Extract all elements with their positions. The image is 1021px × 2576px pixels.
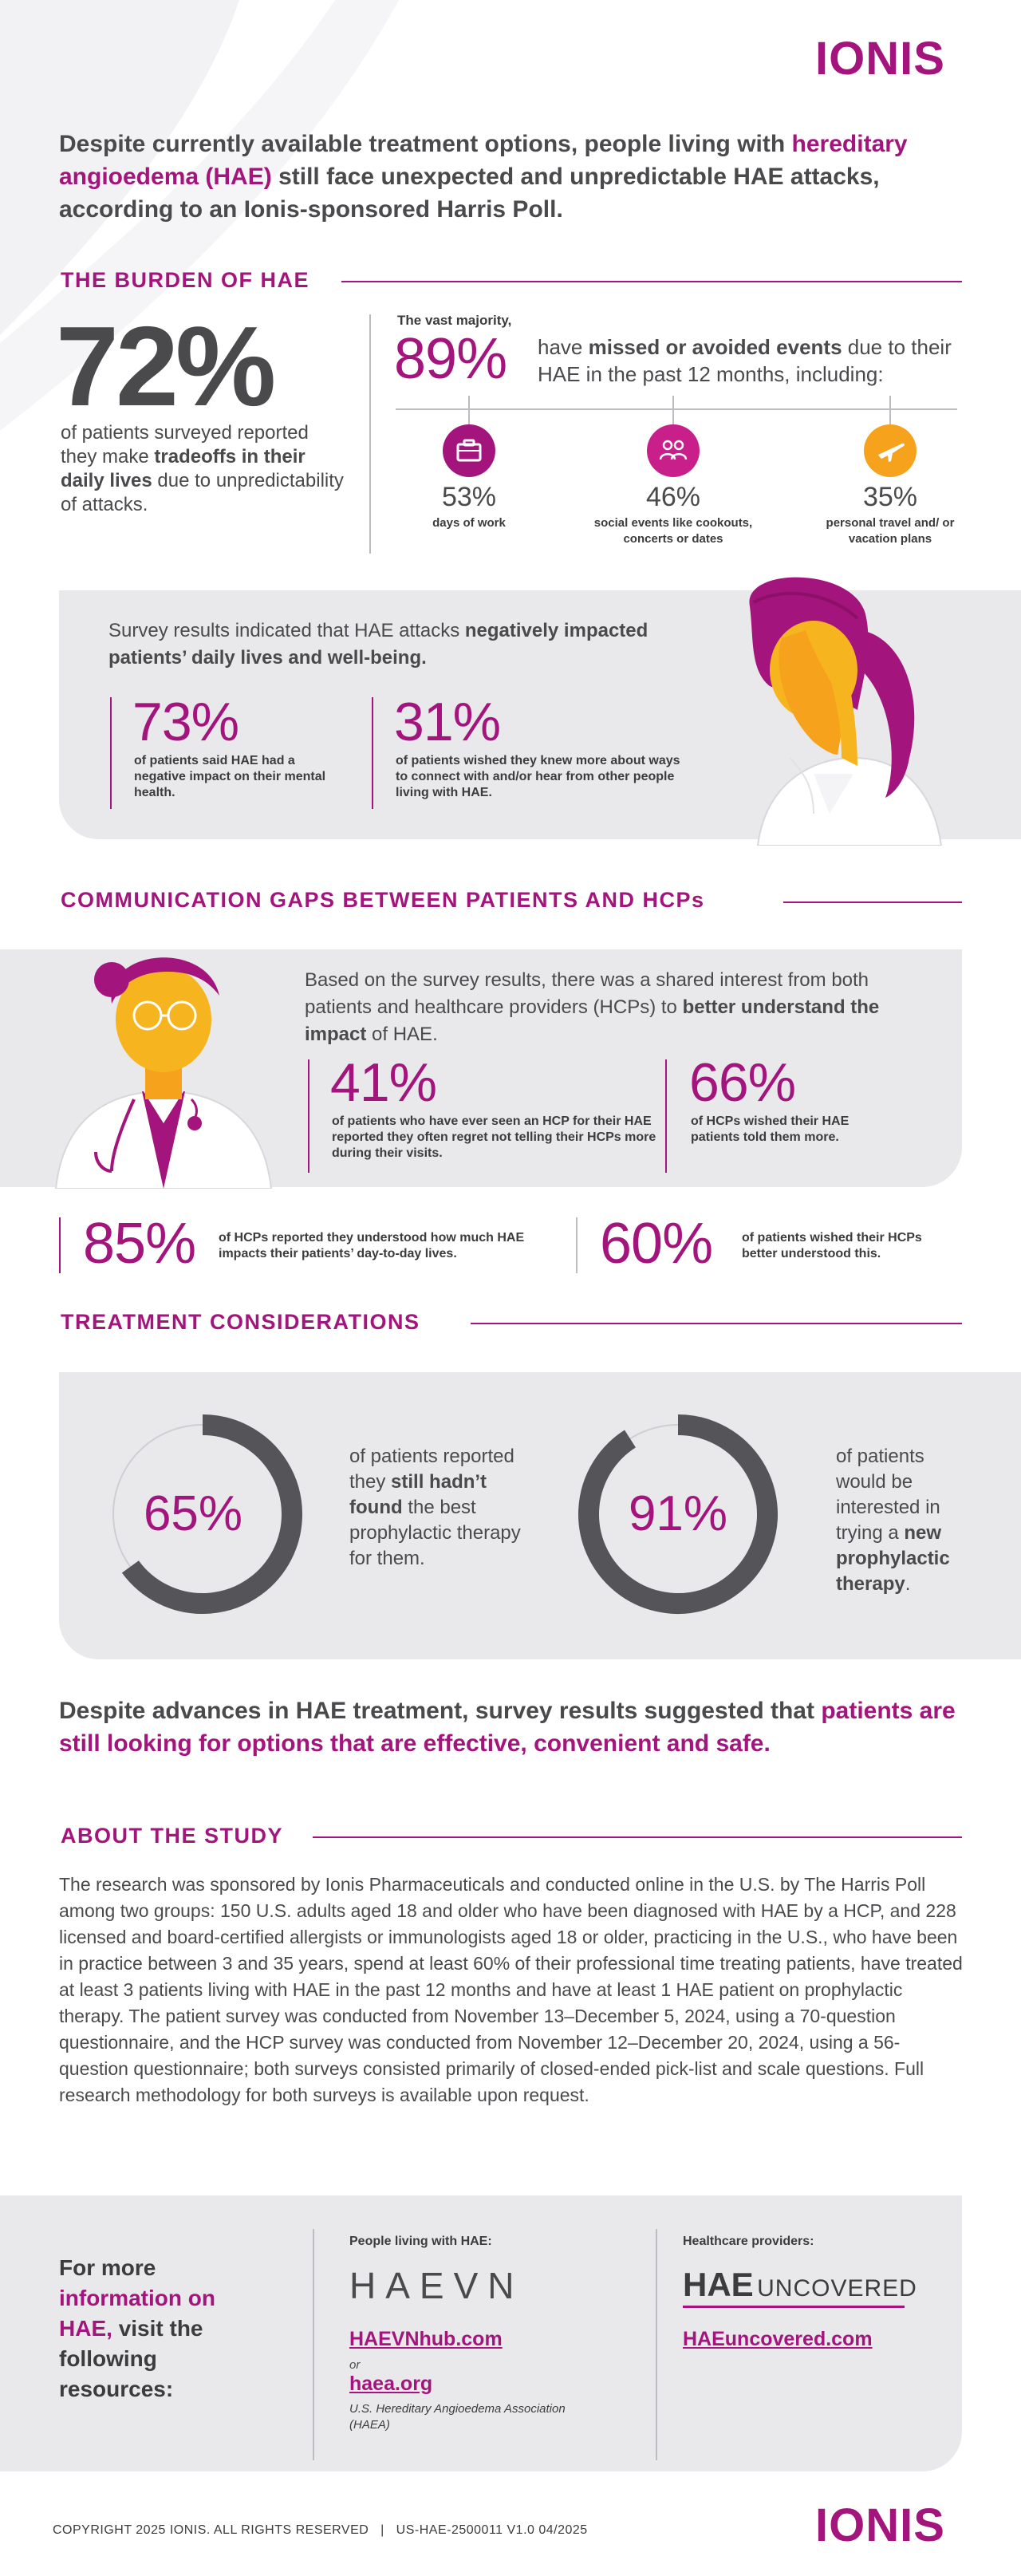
briefcase-icon <box>443 424 495 477</box>
hcp-resources-label: Healthcare providers: <box>683 2235 814 2248</box>
donut-65-text: of patients reported they still hadn’t f… <box>349 1446 521 1569</box>
event-work-label: days of work <box>432 516 506 530</box>
or-text: or <box>349 2358 361 2372</box>
doctor-illustration <box>54 957 273 1189</box>
stat-60-rule <box>576 1217 578 1273</box>
ionis-logo-bottom: IONIS <box>815 2499 945 2551</box>
communication-section-title: COMMUNICATION GAPS BETWEEN PATIENTS AND … <box>61 888 705 912</box>
stat-41-value: 41% <box>330 1052 437 1113</box>
events-connector <box>396 408 957 410</box>
stat-72-value: 72% <box>56 303 276 430</box>
resources-lead: For more information on HAE, visit the f… <box>59 2255 215 2401</box>
connector-tick-1 <box>468 396 470 424</box>
donut-65: 65% <box>112 1414 302 1614</box>
intro-highlight: hereditary angioedema (HAE) <box>59 131 908 190</box>
intro-statement: Despite currently available treatment op… <box>59 128 984 226</box>
stat-31-rule <box>372 697 373 809</box>
hae-uncovered-logo: HAE UNCOVERED <box>683 2266 917 2308</box>
donut-91-text: of patients would be interested in tryin… <box>836 1446 950 1595</box>
intro-text: Despite currently available treatment op… <box>59 131 786 157</box>
event-travel-value: 35% <box>862 482 918 512</box>
stat-60-label: of patients wished their HCPs better und… <box>742 1231 922 1260</box>
burden-title-rule <box>341 281 962 282</box>
donut-65-value: 65% <box>144 1486 242 1541</box>
event-social-label: social events like cookouts, concerts or… <box>593 516 753 546</box>
stat-85-value: 85% <box>83 1212 196 1276</box>
treatment-title-rule <box>471 1323 962 1324</box>
stat-31-value: 31% <box>394 692 501 752</box>
woman-illustration <box>749 577 943 846</box>
donut-91-arc <box>578 1414 778 1614</box>
stat-41-rule <box>308 1059 309 1173</box>
haevn-logo: HAEVN <box>349 2265 524 2306</box>
stat-85-rule <box>59 1217 61 1273</box>
stat-66-label: of HCPs wished their HAE patients told t… <box>691 1114 850 1144</box>
resources-divider-1 <box>313 2229 314 2460</box>
burden-section-title: THE BURDEN OF HAE <box>61 268 310 292</box>
study-section-title: ABOUT THE STUDY <box>61 1824 283 1848</box>
patients-resources-label: People living with HAE: <box>349 2235 492 2248</box>
connector-tick-3 <box>889 396 891 424</box>
study-title-rule <box>313 1836 962 1838</box>
airplane-icon <box>864 424 917 477</box>
stat-72-text: of patients surveyed reported they make … <box>61 422 344 515</box>
majority-label: The vast majority, <box>397 313 512 328</box>
ionis-logo-top: IONIS <box>815 33 945 85</box>
donut-91: 91% <box>578 1414 778 1614</box>
stat-89-text: have missed or avoided events due to the… <box>538 335 952 386</box>
study-body: The research was sponsored by Ionis Phar… <box>59 1874 963 2105</box>
resources-divider-2 <box>656 2229 657 2460</box>
people-icon <box>647 424 700 477</box>
donut-91-value: 91% <box>629 1486 727 1541</box>
connector-tick-2 <box>672 396 674 424</box>
stat-66-value: 66% <box>689 1052 796 1113</box>
event-travel-label: personal travel and/ or vacation plans <box>826 516 955 546</box>
burden-divider <box>369 314 371 554</box>
stat-73-rule <box>110 697 112 809</box>
stat-85-label: of HCPs reported they understood how muc… <box>219 1231 525 1260</box>
stat-31-label: of patients wished they knew more about … <box>396 754 680 799</box>
conclusion-statement: Despite advances in HAE treatment, surve… <box>59 1698 956 1757</box>
haea-caption: U.S. Hereditary Angioedema Association (… <box>349 2402 566 2432</box>
survey-impact-text: Survey results indicated that HAE attack… <box>108 620 648 669</box>
stat-73-value: 73% <box>132 692 239 752</box>
background-swoosh <box>0 0 399 431</box>
communication-title-rule <box>783 901 962 903</box>
treatment-section-title: TREATMENT CONSIDERATIONS <box>61 1310 420 1334</box>
event-social-value: 46% <box>645 482 701 512</box>
stat-66-rule <box>665 1059 667 1173</box>
haevn-hub-link[interactable]: HAEVNhub.com <box>349 2328 503 2350</box>
stat-60-value: 60% <box>600 1212 713 1276</box>
footer-copyright: COPYRIGHT 2025 IONIS. ALL RIGHTS RESERVE… <box>53 2523 588 2537</box>
resources-panel <box>0 2195 962 2471</box>
event-work-value: 53% <box>441 482 497 512</box>
stat-41-label: of patients who have ever seen an HCP fo… <box>332 1114 656 1160</box>
hae-uncovered-link[interactable]: HAEuncovered.com <box>683 2328 873 2350</box>
stat-89-value: 89% <box>394 327 507 391</box>
stat-73-label: of patients said HAE had a negative impa… <box>134 754 326 799</box>
intro-text-end: still face unexpected and unpredictable … <box>59 164 880 223</box>
communication-text: Based on the survey results, there was a… <box>305 969 880 1045</box>
donut-65-arc <box>121 1414 302 1614</box>
haea-link[interactable]: haea.org <box>349 2373 433 2395</box>
